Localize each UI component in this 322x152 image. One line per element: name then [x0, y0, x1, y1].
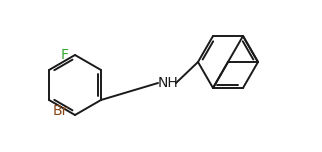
Text: NH: NH — [158, 76, 178, 90]
Text: F: F — [61, 48, 69, 62]
Text: Br: Br — [53, 104, 68, 118]
